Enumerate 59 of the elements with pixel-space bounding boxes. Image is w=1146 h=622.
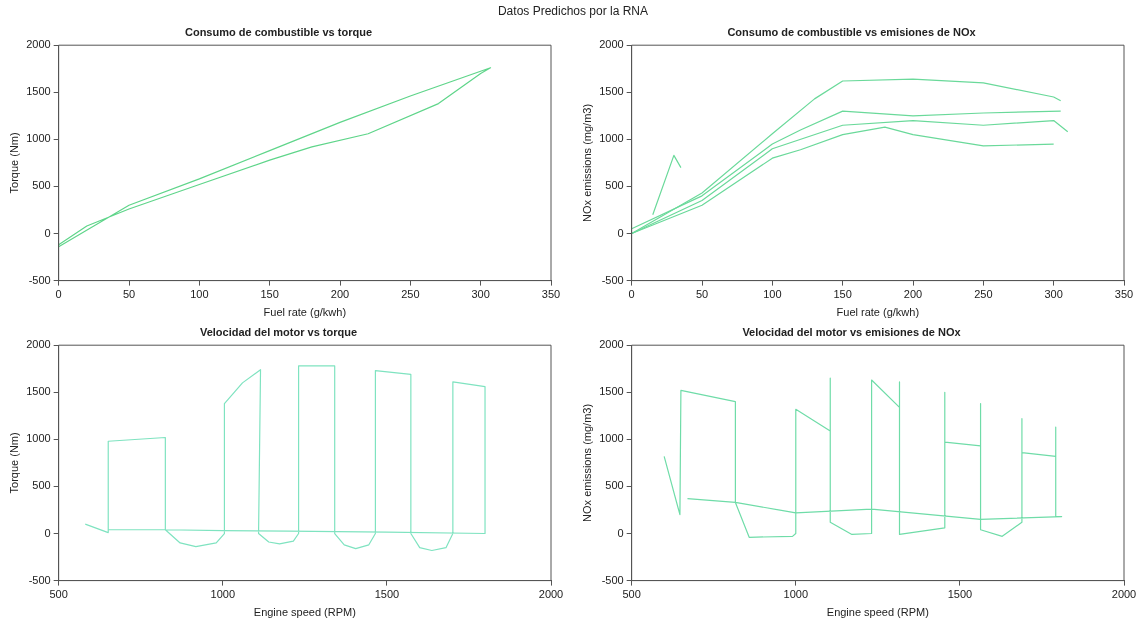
y-axis-title: Torque (Nm) [7,432,20,494]
x-tick-label: 100 [763,288,782,301]
y-tick-label: 2000 [599,338,624,351]
x-tick-label: 300 [1044,288,1063,301]
x-tick-label: 2000 [538,588,564,601]
x-tick-label: 0 [55,288,62,301]
text: Datos Predichos por la RNA [497,4,649,18]
y-tick-label: 500 [32,179,51,192]
y-tick-label: -500 [28,273,51,286]
x-tick-label: 1000 [210,588,236,601]
y-tick-label: 2000 [599,38,624,51]
x-tick-label: 1500 [374,588,400,601]
y-tick-label: 1000 [599,432,624,445]
y-tick-label: 500 [605,479,624,492]
x-tick-label: 1500 [947,588,973,601]
y-tick-label: 1500 [26,385,51,398]
x-tick-label: 350 [1114,288,1134,301]
y-axis-title: NOx emissions (mg/m3) [580,103,593,222]
x-tick-label: 200 [903,288,923,301]
x-tick-label: 150 [833,288,852,301]
x-axis-title: Engine speed (RPM) [826,606,929,619]
x-tick-label: 350 [541,288,561,301]
y-tick-label: 1500 [599,85,624,98]
y-tick-label: 0 [617,226,624,239]
y-tick-label: -500 [28,573,51,586]
y-tick-label: 2000 [26,338,51,351]
y-tick-label: 0 [44,526,51,539]
x-tick-label: 200 [330,288,350,301]
y-tick-label: 1000 [26,432,51,445]
x-tick-label: 50 [695,288,709,301]
x-axis-title: Engine speed (RPM) [253,606,356,619]
chart-title: Velocidad del motor vs emisiones de NOx [742,325,962,338]
chart-title: Velocidad del motor vs torque [199,325,358,338]
y-tick-label: 1000 [599,132,624,145]
chart-title: Consumo de combustible vs emisiones de NOx [727,25,977,38]
y-tick-label: 1000 [26,132,51,145]
chart-title: Consumo de combustible vs torque [184,25,373,38]
y-tick-label: -500 [601,573,624,586]
y-axis-title: NOx emissions (mg/m3) [580,403,593,522]
x-tick-label: 150 [260,288,279,301]
y-axis-title: Torque (Nm) [7,132,20,194]
y-tick-label: 500 [605,179,624,192]
x-axis-title: Fuel rate (g/kwh) [263,306,347,319]
y-tick-label: 500 [32,479,51,492]
y-tick-label: 1500 [599,385,624,398]
y-tick-label: 1500 [26,85,51,98]
x-tick-label: 250 [401,288,420,301]
x-tick-label: 1000 [783,588,809,601]
x-tick-label: 0 [628,288,635,301]
x-tick-label: 300 [471,288,490,301]
x-tick-label: 50 [122,288,136,301]
y-tick-label: 0 [617,526,624,539]
x-tick-label: 100 [190,288,209,301]
y-tick-label: 2000 [26,38,51,51]
x-tick-label: 2000 [1111,588,1137,601]
x-tick-label: 250 [974,288,993,301]
y-tick-label: -500 [601,273,624,286]
y-tick-label: 0 [44,226,51,239]
x-axis-title: Fuel rate (g/kwh) [836,306,920,319]
